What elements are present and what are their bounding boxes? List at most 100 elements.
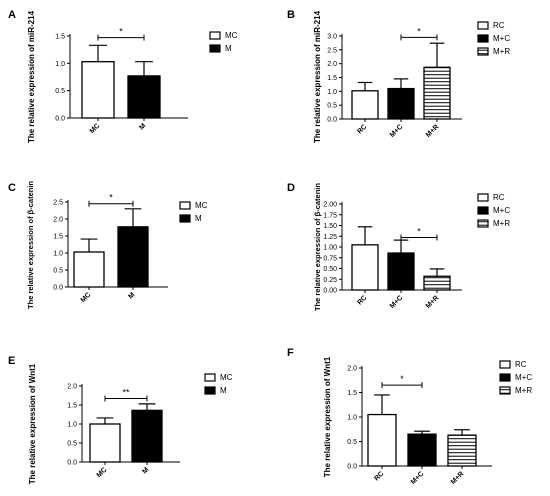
x-tick-label: M+C [389,123,405,139]
y-axis-label: The relative expression of miR-214 [313,10,322,143]
bar-m-r [423,275,451,291]
bar-m-r [423,66,451,120]
bar-rc [351,90,379,120]
legend-label: M+C [493,206,510,215]
y-tick-label: 1.0 [55,61,65,68]
legend-label: RC [515,360,527,369]
legend-label: M+R [515,386,532,395]
bar-m [117,226,149,288]
panel-label: C [8,182,16,194]
y-tick-label: 1.5 [55,34,65,41]
y-tick-label: 0.5 [327,103,337,110]
chart-panel-e: E 0.0 0.5 1.0 1.5 2.0 The relative expression … [8,355,233,484]
legend-swatch [477,206,489,215]
legend-swatch [499,373,511,382]
x-tick-label: RC [373,470,385,482]
bar-mc [81,61,115,119]
y-tick-label: 0.5 [53,268,63,275]
legend-label: M [220,386,227,395]
y-axis-label: The relative expression of Wnt1 [323,356,332,477]
chart-panel-d: D 0.00 0.25 0.50 0.75 1.00 1.25 1.50 1.75 2.00The… [287,182,510,311]
legend-swatch [204,373,216,382]
y-tick-label: 1.0 [347,415,357,422]
y-tick-label: 2.5 [53,200,63,207]
panel-label: E [8,355,15,367]
chart-panel-c: C 0.0 0.5 1.0 1.5 2.0 2.5 The relative expressi… [8,181,208,309]
x-tick-label: M [141,466,150,475]
x-tick-label: RC [356,123,368,135]
legend-swatch [477,21,489,30]
chart-panels: A 0.0 0.5 1.0 1.5 The relative expression of … [8,9,532,486]
y-tick-label: 1.25 [323,234,337,241]
x-tick-label: M+R [450,470,466,486]
bar-m-c [387,87,415,120]
x-tick-label: M+C [389,294,405,310]
y-tick-label: 0.5 [67,441,77,448]
legend-label: MC [220,373,233,382]
x-tick-label: MC [96,466,109,479]
bar-m [131,409,163,463]
x-tick-label: M [138,122,147,131]
x-tick-label: M+C [410,470,426,486]
y-tick-label: 0.25 [323,277,337,284]
y-tick-label: 2.00 [323,202,337,209]
legend-swatch [179,201,191,210]
significance-label: * [417,227,421,237]
legend-label: RC [493,193,505,202]
y-tick-label: 2.0 [53,217,63,224]
legend-swatch [209,44,221,53]
y-tick-label: 0.0 [327,117,337,124]
y-axis-label: The relative expression of miR-214 [27,10,36,143]
y-tick-label: 0.0 [67,460,77,467]
y-axis-label: The relative expression of β-catenin [313,183,322,311]
y-tick-label: 0.00 [323,288,337,295]
legend-swatch [477,193,489,202]
y-tick-label: 0.75 [323,255,337,262]
chart-panel-f: F 0.0 0.5 1.0 1.5 2.0 The relative expression … [287,347,532,486]
bar-m [127,75,161,119]
chart-panel-b: B 0.0 0.5 1.0 1.5 2.0 2.5 3.0 The relative expre… [287,9,510,143]
significance-label: ** [122,388,130,398]
panel-label: F [287,347,294,359]
y-tick-label: 1.0 [53,251,63,258]
legend-swatch [477,47,489,56]
y-tick-label: 1.0 [327,89,337,96]
significance-label: * [417,26,421,36]
y-tick-label: 1.5 [53,234,63,241]
panel-label: D [287,182,295,194]
bar-m-c [387,252,415,291]
x-tick-label: M+R [425,123,441,139]
y-tick-label: 2.0 [347,366,357,373]
y-tick-label: 0.0 [55,116,65,123]
x-tick-label: M [127,291,136,300]
y-tick-label: 1.5 [67,403,77,410]
y-tick-label: 2.5 [327,47,337,54]
y-tick-label: 1.5 [347,390,357,397]
y-axis-label: The relative expression of Wnt1 [28,363,37,484]
x-tick-label: MC [80,291,93,304]
y-tick-label: 2.0 [67,384,77,391]
panel-label: A [8,9,16,21]
legend-label: M [225,44,232,53]
legend-label: MC [225,31,238,40]
legend-swatch [179,214,191,223]
legend-swatch [499,360,511,369]
x-tick-label: M+R [425,294,441,310]
legend-label: MC [195,201,208,210]
y-tick-label: 1.50 [323,223,337,230]
y-tick-label: 1.00 [323,245,337,252]
legend-swatch [499,386,511,395]
y-tick-label: 0.5 [55,88,65,95]
bar-rc [367,413,397,467]
legend-swatch [477,219,489,228]
chart-panel-a: A 0.0 0.5 1.0 1.5 The relative expression of … [8,9,238,143]
y-tick-label: 1.0 [67,422,77,429]
panel-label: B [287,9,295,21]
legend-label: M+R [493,219,510,228]
legend-swatch [477,34,489,43]
legend-swatch [209,31,221,40]
legend-swatch [204,386,216,395]
y-tick-label: 1.75 [323,212,337,219]
bar-m-r [447,434,477,467]
